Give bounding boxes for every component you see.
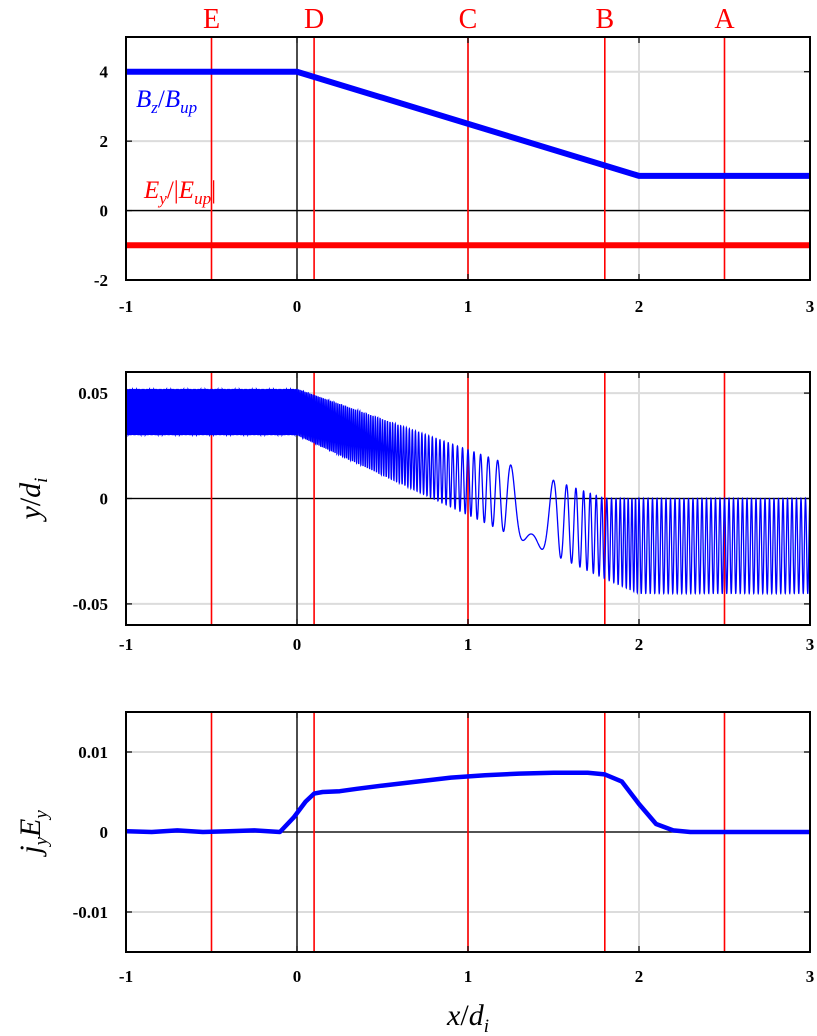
y-tick-label: 4 xyxy=(100,63,109,82)
x-tick-label: 3 xyxy=(806,635,815,654)
marker-label-d: D xyxy=(304,4,324,35)
series-line-bz xyxy=(126,68,810,179)
bz-annotation: Bz/Bup xyxy=(136,86,197,117)
y-axis-label: y/di xyxy=(14,478,52,523)
panel-middle-orbit: -1 0 1 2 3 -0.05 0 0.05 y/di xyxy=(14,371,815,654)
x-tick-label: 3 xyxy=(806,967,815,986)
panel-bottom-jyey: -1 0 1 2 3 -0.01 0 0.01 jyEy x/di xyxy=(14,711,815,1036)
y-axis-label: jyEy xyxy=(14,810,52,858)
ey-annotation: Ey/|Eup| xyxy=(143,177,216,208)
marker-label-e: E xyxy=(203,4,220,35)
x-tick-label: 3 xyxy=(806,297,815,316)
series-line-jyey xyxy=(125,770,810,835)
x-tick-label: 1 xyxy=(464,297,473,316)
marker-label-b: B xyxy=(595,4,614,35)
y-tick-label: -0.01 xyxy=(73,903,108,922)
x-tick-label: 0 xyxy=(293,635,302,654)
x-tick-label: 0 xyxy=(293,297,302,316)
x-tick-label: 2 xyxy=(635,297,644,316)
x-tick-label: 2 xyxy=(635,635,644,654)
axes-box xyxy=(125,371,811,626)
y-tick-label: 0 xyxy=(100,823,109,842)
y-tick-label: 0.01 xyxy=(78,743,108,762)
x-tick-label: -1 xyxy=(119,967,133,986)
orbit-trajectory xyxy=(125,387,811,596)
y-tick-label: 0 xyxy=(100,490,109,509)
x-tick-label: -1 xyxy=(119,297,133,316)
x-axis-label: x/di xyxy=(446,999,489,1036)
x-tick-label: 1 xyxy=(464,635,473,654)
panel-top-bz-ey: -1 0 1 2 3 -2 0 2 4 Bz/Bup Ey/|Eup| xyxy=(94,36,815,316)
axes-box xyxy=(125,36,811,281)
y-tick-label: -2 xyxy=(94,271,108,290)
marker-label-a: A xyxy=(714,4,735,35)
y-tick-label: 0.05 xyxy=(78,384,108,403)
marker-label-c: C xyxy=(459,4,478,35)
x-tick-label: -1 xyxy=(119,635,133,654)
axes-box xyxy=(125,711,811,953)
y-tick-label: -0.05 xyxy=(73,595,108,614)
y-tick-label: 0 xyxy=(100,202,109,221)
y-tick-label: 2 xyxy=(100,132,109,151)
x-tick-label: 1 xyxy=(464,967,473,986)
x-tick-label: 2 xyxy=(635,967,644,986)
x-tick-label: 0 xyxy=(293,967,302,986)
